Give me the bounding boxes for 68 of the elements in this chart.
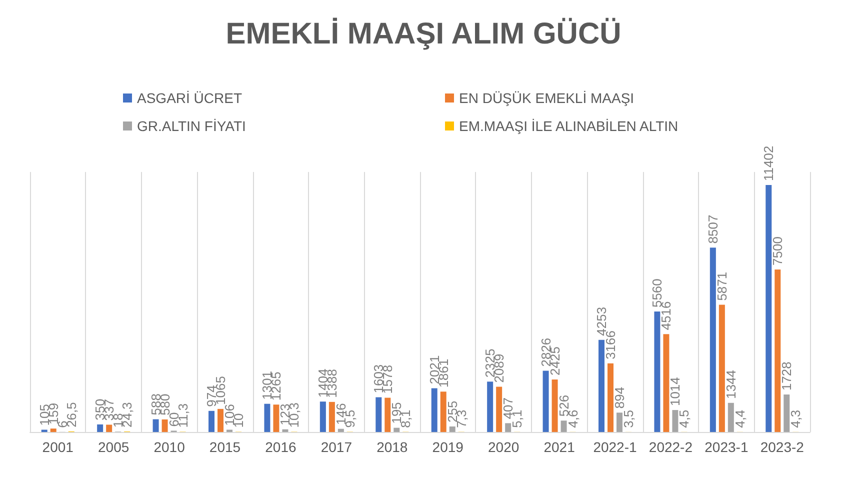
bar bbox=[560, 420, 567, 432]
bar bbox=[552, 379, 558, 432]
bar bbox=[338, 428, 344, 432]
x-tick-label: 2019 bbox=[432, 439, 464, 455]
bar bbox=[208, 410, 214, 432]
bar bbox=[431, 388, 438, 432]
bar bbox=[50, 428, 56, 432]
legend-label: EM.MAAŞI İLE ALINABİLEN ALTIN bbox=[459, 118, 678, 134]
data-label: 1014 bbox=[668, 377, 683, 406]
bar bbox=[152, 419, 159, 432]
legend-label: EN DÜŞÜK EMEKLİ MAAŞI bbox=[459, 90, 634, 106]
bar bbox=[282, 429, 288, 432]
bar bbox=[384, 398, 391, 432]
legend-label: GR.ALTIN FİYATI bbox=[137, 118, 246, 134]
bar bbox=[718, 304, 725, 432]
bar bbox=[328, 402, 335, 432]
bar bbox=[784, 394, 790, 432]
data-label: 11402 bbox=[761, 146, 776, 181]
data-label: 894 bbox=[612, 386, 627, 409]
x-tick-label: 2021 bbox=[544, 439, 576, 455]
x-tick-label: 2018 bbox=[376, 439, 408, 455]
bar bbox=[162, 419, 168, 432]
x-tick-label: 2020 bbox=[488, 439, 520, 455]
bar bbox=[542, 370, 549, 432]
x-tick-label: 2022-2 bbox=[648, 439, 693, 455]
x-tick-label: 2017 bbox=[320, 439, 352, 455]
bar bbox=[273, 404, 280, 432]
bar bbox=[608, 363, 614, 432]
bar bbox=[505, 423, 512, 432]
data-label: 1344 bbox=[723, 370, 738, 399]
bar bbox=[774, 270, 781, 432]
bar bbox=[710, 248, 716, 432]
data-label: 5871 bbox=[714, 272, 730, 301]
bar bbox=[672, 410, 678, 432]
bar bbox=[449, 426, 456, 432]
legend-label: ASGARİ ÜCRET bbox=[137, 90, 242, 106]
data-label: 4,4 bbox=[732, 410, 748, 428]
bar bbox=[440, 392, 446, 432]
x-tick-label: 2022-1 bbox=[593, 439, 638, 455]
bar bbox=[320, 402, 326, 432]
bar bbox=[598, 340, 604, 432]
bar bbox=[616, 412, 622, 432]
x-tick-label: 2010 bbox=[154, 439, 186, 455]
bar bbox=[487, 382, 494, 432]
bar bbox=[97, 424, 104, 432]
data-label: 8507 bbox=[705, 214, 720, 244]
chart-title: EMEKLİ MAAŞI ALIM GÜCÜ bbox=[226, 18, 622, 50]
bar bbox=[766, 184, 772, 432]
data-label: 1728 bbox=[779, 362, 794, 391]
bar bbox=[496, 386, 502, 432]
x-tick-label: 2023-1 bbox=[704, 439, 748, 455]
bar bbox=[728, 402, 734, 432]
bar bbox=[394, 428, 400, 432]
data-label: 7500 bbox=[770, 236, 786, 266]
x-tick-label: 2023-2 bbox=[760, 439, 804, 455]
bar bbox=[654, 312, 660, 432]
x-tick-label: 2015 bbox=[209, 439, 241, 455]
bar bbox=[218, 408, 224, 432]
bar bbox=[663, 334, 670, 432]
x-tick-label: 2016 bbox=[265, 439, 296, 455]
x-tick-label: 2001 bbox=[42, 439, 74, 455]
bar bbox=[264, 404, 270, 432]
data-label: 3,5 bbox=[621, 410, 636, 428]
data-label: 4,3 bbox=[788, 410, 804, 428]
x-tick-label: 2005 bbox=[98, 439, 130, 455]
bar bbox=[106, 424, 112, 432]
bar bbox=[376, 397, 382, 432]
data-label: 4,5 bbox=[676, 410, 692, 428]
